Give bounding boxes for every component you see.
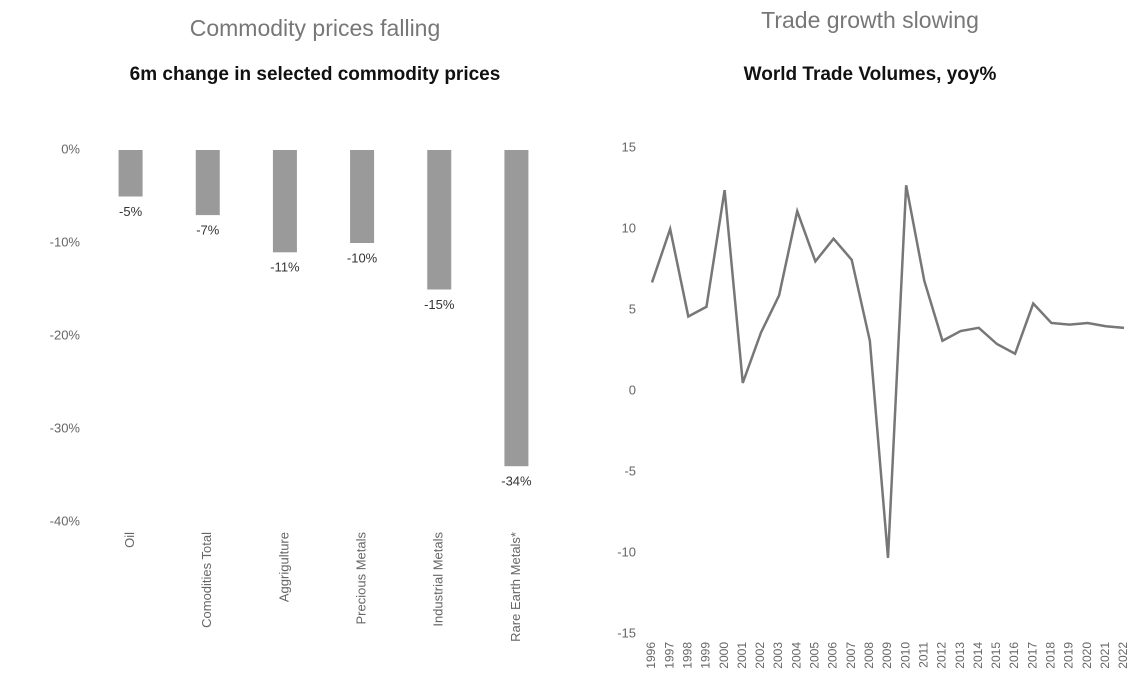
- bar: [350, 150, 375, 243]
- data-label: -7%: [196, 223, 220, 238]
- bar: [195, 150, 220, 216]
- y-tick-label: -10%: [50, 234, 81, 249]
- x-tick-label: 2017: [1025, 642, 1039, 669]
- data-label: -5%: [119, 204, 143, 219]
- y-tick-label: -15: [617, 625, 636, 640]
- x-tick-label: 2003: [771, 642, 785, 669]
- bar: [118, 150, 143, 197]
- y-tick-label: 0: [629, 382, 636, 397]
- x-tick-label: 1997: [662, 642, 676, 669]
- x-tick-label: 2001: [735, 642, 749, 669]
- y-tick-label: -5: [624, 463, 636, 478]
- data-label: -34%: [501, 474, 532, 489]
- y-tick-label: -10: [617, 544, 636, 559]
- x-tick-label: 2004: [789, 642, 803, 669]
- x-tick-label: 2020: [1080, 642, 1094, 669]
- y-tick-label: 0%: [61, 141, 80, 156]
- x-tick-label: Industrial Metals: [431, 532, 446, 627]
- x-tick-label: 2005: [808, 642, 822, 669]
- x-tick-label: 2011: [916, 642, 930, 668]
- data-label: -10%: [347, 250, 378, 265]
- x-tick-label: 2013: [953, 642, 967, 669]
- x-tick-label: Rare Earth Metals*: [508, 532, 523, 642]
- chart-title: Commodity prices falling: [190, 15, 441, 41]
- x-tick-label: 2010: [898, 642, 912, 669]
- x-tick-label: 2022: [1116, 642, 1130, 669]
- x-tick-label: 2016: [1007, 642, 1021, 669]
- data-label: -15%: [424, 297, 455, 312]
- chart-subtitle: 6m change in selected commodity prices: [130, 64, 501, 85]
- y-tick-label: -30%: [50, 420, 81, 435]
- chart-title: Trade growth slowing: [761, 7, 979, 33]
- x-tick-label: 2009: [880, 642, 894, 669]
- x-tick-label: Oil: [122, 532, 137, 548]
- bar: [504, 150, 529, 467]
- line: [650, 185, 1125, 558]
- x-tick-label: 2015: [989, 642, 1003, 669]
- x-tick-label: 2002: [753, 642, 767, 669]
- bar: [272, 150, 297, 253]
- y-tick-label: -40%: [50, 513, 81, 528]
- x-tick-label: 2012: [935, 642, 949, 669]
- x-tick-label: 2007: [844, 642, 858, 669]
- y-tick-label: 10: [622, 220, 636, 235]
- x-tick-label: 2018: [1044, 642, 1058, 669]
- y-tick-label: -20%: [50, 327, 81, 342]
- x-tick-label: Precious Metals: [354, 532, 369, 625]
- x-tick-label: 2014: [971, 642, 985, 669]
- data-label: -11%: [270, 260, 300, 275]
- x-tick-label: Comodities Total: [199, 532, 214, 628]
- x-tick-label: 1999: [699, 642, 713, 669]
- x-tick-label: 2008: [862, 642, 876, 669]
- y-tick-label: 15: [622, 139, 636, 154]
- x-tick-label: Aggrigulture: [276, 532, 291, 602]
- x-tick-label: 2006: [826, 642, 840, 669]
- x-tick-label: 1998: [680, 642, 694, 669]
- y-tick-label: 5: [629, 301, 636, 316]
- x-tick-label: 2000: [717, 642, 731, 669]
- x-tick-label: 2021: [1098, 642, 1112, 669]
- chart-subtitle: World Trade Volumes, yoy%: [744, 64, 997, 85]
- x-tick-label: 1996: [644, 642, 658, 669]
- bar: [427, 150, 452, 290]
- x-tick-label: 2019: [1062, 642, 1076, 669]
